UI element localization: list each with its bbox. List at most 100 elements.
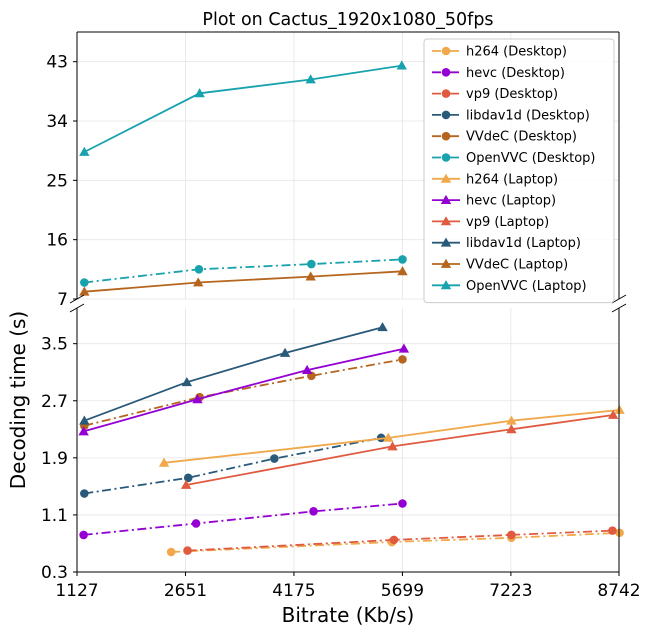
x-tick-label: 7223 <box>489 581 532 601</box>
legend-label: OpenVVC (Desktop) <box>466 151 595 166</box>
data-point <box>398 255 407 264</box>
data-point <box>397 266 408 276</box>
legend-marker <box>441 89 451 98</box>
data-point <box>506 415 517 425</box>
data-point <box>608 526 617 535</box>
legend-label: hevc (Desktop) <box>466 66 565 81</box>
legend-entry: vp9 (Desktop) <box>432 87 558 102</box>
series-3 <box>183 526 617 555</box>
y-tick-label: 1.1 <box>41 506 68 526</box>
data-point <box>387 441 398 451</box>
series-10 <box>79 322 388 425</box>
y-tick-label: 43 <box>46 53 68 73</box>
x-tick-label: 5699 <box>381 581 424 601</box>
legend-marker <box>440 216 452 226</box>
data-point <box>166 547 176 557</box>
x-tick-label: 2651 <box>164 581 207 601</box>
data-point <box>79 286 90 296</box>
legend-marker <box>441 46 451 56</box>
data-point <box>194 88 205 98</box>
series-8 <box>78 343 410 436</box>
data-point <box>183 546 192 555</box>
data-point <box>80 278 89 287</box>
data-point <box>79 530 88 540</box>
y-tick-label: 0.3 <box>41 563 68 583</box>
legend-entry: hevc (Laptop) <box>432 194 556 209</box>
x-tick-label: 1127 <box>55 581 98 601</box>
data-point <box>194 265 204 274</box>
legend: h264 (Desktop) hevc (Desktop) vp9 (Desktop… <box>423 38 615 304</box>
legend-marker <box>440 237 452 247</box>
data-point <box>180 479 192 489</box>
legend-entry: libdav1d (Laptop) <box>432 236 581 251</box>
data-point <box>79 146 90 156</box>
axis-ticks: 1127 2651 4175 5699 7223 8742 7 16 25 34 43 0.3 1.1 1… <box>41 53 641 601</box>
legend-marker <box>441 68 451 77</box>
data-point <box>279 347 291 357</box>
data-point <box>309 507 318 516</box>
data-point <box>305 74 316 84</box>
data-point <box>389 535 399 545</box>
data-point <box>398 499 407 508</box>
data-point <box>301 364 313 374</box>
x-tick-label: 8742 <box>597 581 640 601</box>
lower-panel-series <box>78 322 625 557</box>
legend-label: libdav1d (Laptop) <box>466 236 581 251</box>
x-axis-label: Bitrate (Kb/s) <box>282 603 415 627</box>
series-9 <box>180 409 619 489</box>
data-point <box>607 409 619 419</box>
upper-panel-series <box>79 60 408 296</box>
legend-marker <box>441 110 451 120</box>
legend-label: h264 (Laptop) <box>466 172 558 187</box>
x-tick-label: 4175 <box>272 581 315 601</box>
legend-entry: vp9 (Laptop) <box>432 215 549 230</box>
data-point <box>398 343 410 353</box>
axis-break-mark <box>611 294 627 304</box>
data-point <box>79 415 90 425</box>
data-point <box>183 473 193 483</box>
lower-grid <box>76 308 620 573</box>
legend-marker <box>441 131 451 141</box>
y-tick-label: 7 <box>57 290 68 310</box>
legend-label: OpenVVC (Laptop) <box>466 279 587 294</box>
data-point <box>192 394 203 404</box>
y-tick-label: 25 <box>46 171 68 191</box>
data-point <box>506 424 517 434</box>
series-line <box>84 270 403 293</box>
legend-entry: libdav1d (Desktop) <box>432 108 590 123</box>
series-line <box>83 502 403 536</box>
legend-marker <box>440 280 452 290</box>
legend-entry: OpenVVC (Desktop) <box>432 151 595 166</box>
series-2 <box>79 499 407 540</box>
legend-box <box>423 38 615 304</box>
legend-label: libdav1d (Desktop) <box>466 108 590 123</box>
y-tick-label: 3.5 <box>41 335 68 355</box>
series-line <box>84 437 382 495</box>
series-12 <box>79 60 407 156</box>
legend-label: vp9 (Laptop) <box>466 215 549 230</box>
axis-break-mark <box>69 303 85 313</box>
series-line <box>163 409 620 464</box>
legend-entry: OpenVVC (Laptop) <box>432 279 587 294</box>
data-point <box>158 457 170 467</box>
series-6 <box>80 255 407 287</box>
data-point <box>396 60 407 70</box>
legend-marker <box>440 258 452 268</box>
legend-label: h264 (Desktop) <box>466 45 567 60</box>
data-point <box>615 528 624 538</box>
legend-label: hevc (Laptop) <box>466 194 556 209</box>
legend-entry: VVdeC (Desktop) <box>432 130 577 145</box>
axes-frames <box>69 31 627 573</box>
data-point <box>193 277 204 287</box>
legend-entry: hevc (Desktop) <box>432 66 565 81</box>
series-line <box>83 326 383 422</box>
series-11 <box>79 266 408 296</box>
legend-label: vp9 (Desktop) <box>466 87 558 102</box>
series-7 <box>158 404 625 467</box>
chart-title: Plot on Cactus_1920x1080_50fps <box>202 10 493 30</box>
series-line <box>84 358 403 427</box>
legend-marker <box>441 153 451 162</box>
axis-break-mark <box>611 303 627 313</box>
data-point <box>181 377 193 387</box>
data-point <box>78 426 89 436</box>
